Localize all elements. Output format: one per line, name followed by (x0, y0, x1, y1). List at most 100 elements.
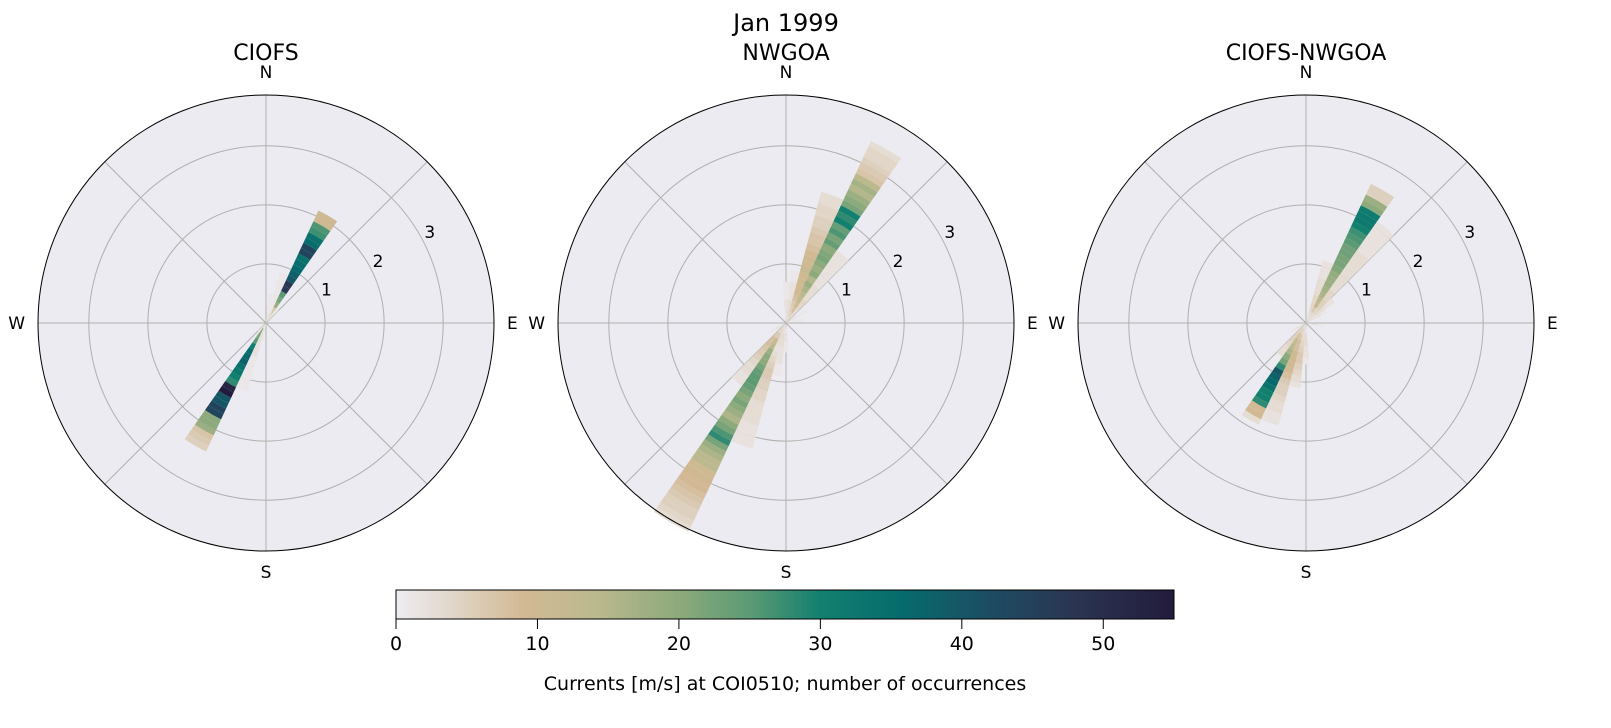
histogram-cell-dir200-bin9 (241, 371, 253, 381)
histogram-cell-dir30-bin9 (808, 269, 820, 280)
histogram-cell-dir30-bin11 (1333, 258, 1347, 270)
cardinal-label-w: W (1048, 314, 1065, 334)
radial-tick-label: 3 (1464, 223, 1475, 243)
histogram-cell-dir220-bin1 (1297, 327, 1303, 333)
histogram-cell-dir240-bin0 (780, 323, 786, 327)
histogram-cell-dir20-bin11 (802, 254, 816, 265)
histogram-cell-dir200-bin10 (1278, 376, 1291, 386)
colorbar-tick-label: 50 (1091, 633, 1115, 655)
histogram-cell-dir50-bin3 (1318, 306, 1326, 313)
histogram-cell-dir30-bin32 (865, 146, 898, 169)
histogram-cell-dir180-bin3 (1303, 340, 1309, 347)
histogram-cell-dir220-bin11 (735, 368, 749, 382)
histogram-cell-dir40-bin9 (816, 274, 828, 286)
colorbar-gradient (395, 589, 1175, 620)
histogram-cell-dir200-bin15 (746, 403, 764, 415)
colorbar-tick-label: 40 (950, 633, 974, 655)
histogram-cell-dir210-bin13 (1258, 385, 1274, 398)
histogram-cell-dir0-bin0 (785, 317, 787, 323)
histogram-cell-dir40-bin7 (1329, 284, 1340, 294)
histogram-cell-dir20-bin7 (796, 277, 806, 286)
histogram-cell-dir30-bin28 (855, 167, 885, 188)
histogram-cell-dir20-bin3 (790, 300, 796, 307)
histogram-cell-dir200-bin11 (1276, 381, 1290, 392)
histogram-cell-dir180-bin2 (784, 334, 788, 341)
histogram-cell-dir30-bin14 (820, 242, 837, 256)
histogram-cell-dir20-bin6 (275, 283, 284, 291)
histogram-cell-dir30-bin5 (278, 290, 287, 299)
angular-gridline (265, 322, 428, 485)
histogram-cell-dir30-bin25 (848, 183, 875, 203)
histogram-cell-dir30-bin11 (813, 258, 827, 270)
histogram-cell-dir20-bin7 (1316, 277, 1326, 286)
polar-panel-ciofs-nwgoa: CIOFS-NWGOA 1 2 3 N S E W (1048, 41, 1558, 583)
histogram-cell-dir20-bin2 (269, 305, 274, 313)
histogram-cell-dir20-bin1 (267, 311, 271, 318)
histogram-cell-dir30-bin27 (853, 173, 881, 193)
histogram-cell-dir210-bin25 (697, 443, 724, 463)
histogram-cell-dir30-bin16 (825, 231, 844, 246)
histogram-cell-dir200-bin7 (246, 360, 256, 369)
histogram-cell-dir30-bin1 (788, 312, 793, 319)
histogram-cell-dir0-bin4 (783, 293, 789, 300)
histogram-cell-dir210-bin2 (255, 332, 262, 340)
histogram-cell-dir20-bin5 (1313, 288, 1321, 297)
histogram-cell-dir60-bin1 (1310, 316, 1317, 321)
histogram-cell-dir210-bin26 (694, 448, 722, 468)
histogram-cell-dir40-bin0 (266, 318, 271, 323)
histogram-cell-dir190-bin6 (775, 357, 783, 365)
histogram-cell-dir210-bin35 (664, 492, 699, 516)
histogram-cell-dir40-bin8 (813, 279, 824, 290)
histogram-cell-dir200-bin6 (1288, 355, 1297, 363)
figure-suptitle: Jan 1999 (731, 9, 839, 37)
histogram-cell-dir210-bin13 (738, 385, 754, 398)
histogram-cell-dir200-bin2 (1298, 333, 1303, 341)
histogram-cell-dir190-bin4 (778, 345, 784, 353)
histogram-cell-dir30-bin10 (1330, 264, 1344, 275)
histogram-cell-dir30-bin16 (305, 231, 324, 246)
histogram-cell-dir20-bin1 (1307, 311, 1311, 318)
histogram-cell-dir30-bin22 (840, 199, 864, 217)
histogram-cell-dir210-bin2 (1295, 332, 1302, 340)
histogram-cell-dir210-bin30 (680, 468, 712, 489)
histogram-cell-dir50-bin5 (1326, 297, 1336, 307)
histogram-cell-dir20-bin5 (273, 288, 281, 297)
histogram-cell-dir20-bin18 (813, 214, 834, 227)
histogram-cell-dir210-bin4 (249, 342, 257, 350)
histogram-cell-dir30-bin33 (868, 140, 902, 164)
histogram-cell-dir190-bin3 (779, 340, 785, 347)
histogram-cell-dir30-bin15 (823, 237, 841, 251)
histogram-cell-dir30-bin31 (863, 151, 895, 174)
histogram-cell-dir40-bin5 (802, 293, 812, 303)
histogram-cell-dir40-bin0 (1306, 318, 1311, 323)
histogram-cell-dir20-bin0 (266, 317, 269, 323)
histogram-cell-dir210-bin0 (1302, 323, 1306, 329)
histogram-cell-dir190-bin8 (1292, 368, 1302, 376)
histogram-cell-dir210-bin6 (1282, 352, 1292, 361)
histogram-cell-dir210-bin17 (205, 405, 224, 420)
histogram-cell-dir0-bin2 (784, 305, 788, 312)
histogram-cell-dir20-bin2 (789, 305, 794, 313)
histogram-cell-dir190-bin0 (264, 323, 266, 329)
histogram-cell-dir30-bin1 (268, 312, 273, 319)
histogram-cell-dir210-bin18 (721, 410, 742, 425)
histogram-cell-dir30-bin8 (1325, 274, 1337, 285)
histogram-cell-dir20-bin2 (1309, 305, 1314, 313)
histogram-cell-dir20-bin3 (270, 300, 276, 307)
histogram-cell-dir30-bin9 (1328, 269, 1340, 280)
histogram-cell-dir240-bin0 (1300, 323, 1306, 327)
histogram-cell-dir20-bin12 (804, 248, 819, 259)
histogram-cell-dir210-bin36 (660, 497, 697, 522)
histogram-cell-dir190-bin2 (781, 334, 785, 341)
histogram-cell-dir30-bin4 (795, 296, 803, 304)
histogram-cell-dir30-bin22 (1360, 199, 1384, 217)
angular-gridline (1305, 322, 1468, 485)
histogram-cell-dir190-bin5 (776, 351, 784, 359)
histogram-cell-dir0-bin6 (782, 281, 790, 288)
histogram-cell-dir210-bin32 (674, 477, 707, 500)
radial-tick-label: 2 (1413, 252, 1424, 272)
histogram-cell-dir80-bin2 (797, 318, 804, 322)
histogram-cell-dir80-bin0 (786, 321, 792, 323)
histogram-cell-dir210-bin0 (782, 323, 786, 329)
histogram-cell-dir210-bin22 (188, 429, 212, 447)
